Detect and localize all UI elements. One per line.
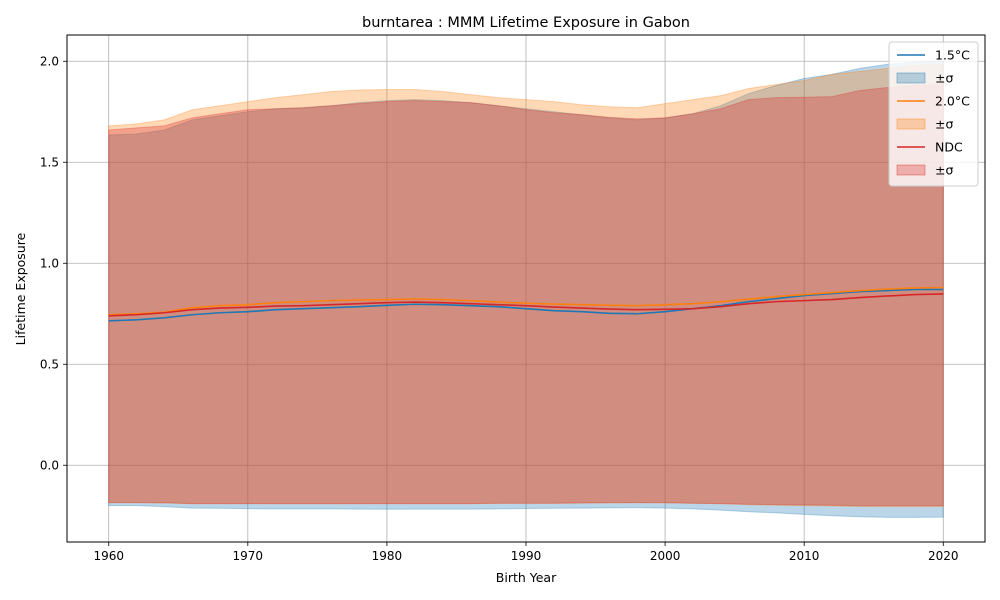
line-series-2 (108, 293, 944, 317)
chart-title: burntarea : MMM Lifetime Exposure in Gab… (362, 15, 690, 31)
legend-label: 2.0°C (935, 94, 970, 109)
legend-label: ±σ (935, 163, 953, 178)
legend-band-swatch (896, 118, 926, 130)
x-tick-label: 1960 (93, 549, 124, 563)
y-tick-label: 2.0 (40, 55, 59, 69)
x-tick-label: 1990 (511, 549, 542, 563)
lines (108, 286, 944, 322)
band-series-1 (108, 63, 944, 508)
x-tick-label: 2020 (928, 549, 959, 563)
line-series-0 (108, 288, 944, 322)
y-tick-label: 1.5 (40, 156, 59, 170)
band-series-0 (108, 60, 944, 518)
line-series-1 (108, 286, 944, 316)
y-tick-label: 0.5 (40, 358, 59, 372)
x-tick-label: 1980 (372, 549, 403, 563)
grid (67, 35, 985, 542)
y-tick-label: 1.0 (40, 257, 59, 271)
legend-label: ±σ (935, 117, 953, 132)
band-series-2 (108, 83, 944, 507)
legend-box (888, 41, 979, 187)
legend-label: NDC (935, 140, 963, 155)
x-tick-label: 2010 (789, 549, 820, 563)
x-tick-label: 2000 (650, 549, 681, 563)
x-tick-label: 1970 (233, 549, 264, 563)
x-axis-ticks: 1960 1970 1980 1990 2000 2010 2020 (93, 542, 959, 563)
legend-label: ±σ (935, 71, 953, 86)
bands (108, 60, 944, 518)
y-axis-label: Lifetime Exposure (13, 232, 28, 345)
legend-label: 1.5°C (935, 48, 970, 63)
legend-band-swatch (896, 164, 926, 176)
legend-band-swatch (896, 72, 926, 84)
y-tick-label: 0.0 (40, 459, 59, 473)
y-axis-ticks: 0.0 0.5 1.0 1.5 2.0 (40, 55, 67, 473)
legend: 1.5°C ±σ 2.0°C ±σ NDC ±σ (888, 41, 979, 187)
x-axis-label: Birth Year (496, 570, 557, 585)
